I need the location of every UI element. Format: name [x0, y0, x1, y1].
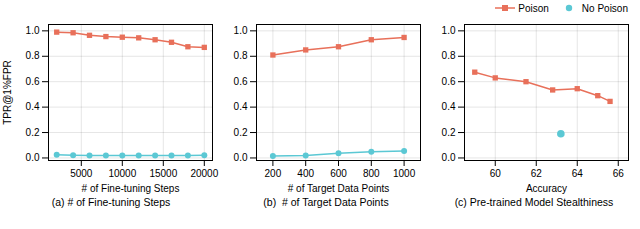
- svg-text:0.4: 0.4: [234, 101, 248, 112]
- svg-text:20000: 20000: [190, 168, 218, 179]
- svg-text:0.8: 0.8: [26, 50, 40, 61]
- svg-text:0.0: 0.0: [442, 152, 456, 163]
- html-text:Poison: Poison: [518, 2, 549, 14]
- svg-text:0.8: 0.8: [234, 50, 248, 61]
- svg-text:Accuracy: Accuracy: [526, 183, 567, 194]
- svg-text:64: 64: [572, 168, 584, 179]
- svg-text:1.0: 1.0: [234, 25, 248, 36]
- svg-text:15000: 15000: [149, 168, 177, 179]
- svg-text:1.0: 1.0: [26, 25, 40, 36]
- svg-text:10000: 10000: [108, 168, 136, 179]
- svg-text:0.0: 0.0: [234, 152, 248, 163]
- svg-text:600: 600: [330, 168, 347, 179]
- svg-text:# of Fine-tuning Steps: # of Fine-tuning Steps: [82, 183, 180, 194]
- svg-text:400: 400: [297, 168, 314, 179]
- svg-text:0.6: 0.6: [442, 76, 456, 87]
- svg-text:5000: 5000: [70, 168, 93, 179]
- svg-text:1000: 1000: [393, 168, 416, 179]
- svg-text:0.0: 0.0: [26, 152, 40, 163]
- html-text:(c) Pre-trained Model Stealthi: (c) Pre-trained Model Stealthiness: [454, 196, 614, 208]
- svg-text:0.2: 0.2: [442, 127, 456, 138]
- svg-text:60: 60: [490, 168, 502, 179]
- svg-text:200: 200: [265, 168, 282, 179]
- svg-text:800: 800: [363, 168, 380, 179]
- svg-text:62: 62: [531, 168, 543, 179]
- svg-text:0.2: 0.2: [26, 127, 40, 138]
- html-text:(a) # of Fine-tuning Steps: (a) # of Fine-tuning Steps: [51, 196, 171, 208]
- svg-text:0.6: 0.6: [234, 76, 248, 87]
- html-text:(b) # of Target Data Points: (b) # of Target Data Points: [263, 196, 389, 208]
- svg-text:66: 66: [613, 168, 625, 179]
- html-text:No Poison: No Poison: [581, 2, 628, 14]
- svg-text:0.4: 0.4: [442, 101, 456, 112]
- svg-text:TPR@1%FPR: TPR@1%FPR: [2, 60, 13, 125]
- svg-text:0.6: 0.6: [26, 76, 40, 87]
- svg-text:# of Target Data Points: # of Target Data Points: [288, 183, 390, 194]
- svg-text:1.0: 1.0: [442, 25, 456, 36]
- svg-text:0.8: 0.8: [442, 50, 456, 61]
- svg-text:0.4: 0.4: [26, 101, 40, 112]
- svg-text:0.2: 0.2: [234, 127, 248, 138]
